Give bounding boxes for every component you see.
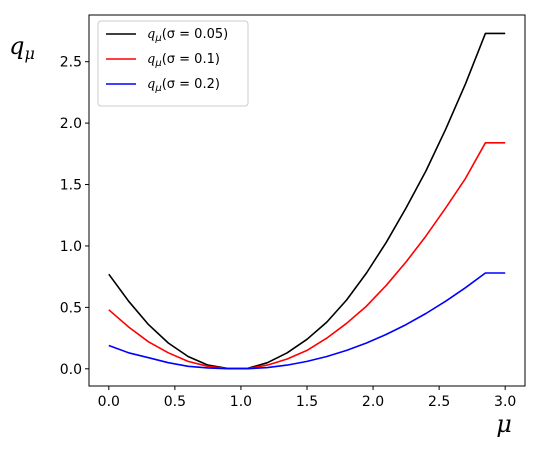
series-lines xyxy=(108,32,506,370)
legend-entry: qμ(σ = 0.1) xyxy=(147,52,220,69)
legend: qμ(σ = 0.05) qμ(σ = 0.1) qμ(σ = 0.2) xyxy=(97,20,249,107)
x-tick-label: 1.5 xyxy=(296,394,318,410)
series-line-0 xyxy=(108,32,506,370)
x-tick-label: 0.0 xyxy=(98,394,120,410)
y-tick-label: 0.0 xyxy=(60,362,82,378)
x-tick-label: 2.0 xyxy=(362,394,384,410)
y-tick-label: 2.5 xyxy=(60,55,82,71)
x-axis-ticks: 0.0 0.5 1.0 1.5 2.0 2.5 3.0 xyxy=(98,386,516,410)
x-tick-label: 2.5 xyxy=(428,394,450,410)
y-tick-label: 0.5 xyxy=(60,300,82,316)
legend-entry: qμ(σ = 0.05) xyxy=(147,27,228,44)
series-line-1 xyxy=(108,142,506,370)
y-tick-label: 2.0 xyxy=(60,116,82,132)
series-line-2 xyxy=(108,272,506,370)
y-axis-ticks: 0.0 0.5 1.0 1.5 2.0 2.5 xyxy=(60,55,89,378)
y-axis-label: qμ xyxy=(9,32,35,63)
y-tick-label: 1.5 xyxy=(60,178,82,194)
x-tick-label: 0.5 xyxy=(164,394,186,410)
x-axis-label: μ xyxy=(496,410,512,438)
y-tick-label: 1.0 xyxy=(60,239,82,255)
x-tick-label: 1.0 xyxy=(230,394,252,410)
legend-entry: qμ(σ = 0.2) xyxy=(147,77,220,94)
x-tick-label: 3.0 xyxy=(494,394,516,410)
